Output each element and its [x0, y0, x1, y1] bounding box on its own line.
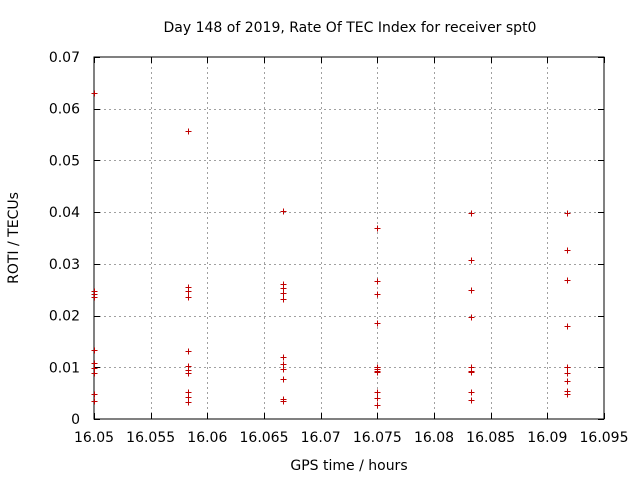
data-point [468, 369, 475, 376]
data-point [185, 128, 192, 135]
y-tick-label: 0 [71, 412, 80, 428]
data-point [91, 294, 98, 301]
data-point [468, 210, 475, 217]
data-point [564, 210, 571, 217]
y-tick-label: 0.04 [49, 205, 80, 221]
y-tick-label: 0.02 [49, 309, 80, 325]
x-tick-label: 16.06 [187, 430, 227, 446]
data-point [468, 257, 475, 264]
data-point [564, 391, 571, 398]
data-point [468, 314, 475, 321]
data-point [280, 296, 287, 303]
data-point [280, 354, 287, 361]
data-point [564, 378, 571, 385]
data-point [374, 225, 381, 232]
y-tick-label: 0.05 [49, 153, 80, 169]
data-point [280, 290, 287, 297]
chart-title: Day 148 of 2019, Rate Of TEC Index for r… [164, 20, 537, 36]
x-axis-tick-labels: 16.05 16.055 16.06 16.065 16.07 16.075 16.08 16… [74, 430, 629, 446]
x-tick-label: 16.09 [527, 430, 567, 446]
data-point [374, 278, 381, 285]
data-point [280, 208, 287, 215]
x-tick-label: 16.05 [74, 430, 114, 446]
y-axis-tick-labels: 0 0.01 0.02 0.03 0.04 0.05 0.06 0.07 [49, 50, 80, 428]
x-tick-label: 16.095 [580, 430, 629, 446]
data-point [564, 370, 571, 377]
data-point [468, 389, 475, 396]
data-point [185, 399, 192, 406]
data-point [468, 287, 475, 294]
data-point [91, 391, 98, 398]
x-tick-label: 16.065 [240, 430, 289, 446]
grid-lines [94, 57, 604, 419]
data-point [564, 364, 571, 371]
data-point [374, 320, 381, 327]
x-axis-label: GPS time / hours [290, 458, 407, 474]
data-point [374, 369, 381, 376]
y-tick-label: 0.03 [49, 257, 80, 273]
data-point [91, 370, 98, 377]
data-point [91, 398, 98, 405]
x-tick-label: 16.08 [414, 430, 454, 446]
data-point [185, 348, 192, 355]
data-point [564, 247, 571, 254]
data-point [280, 366, 287, 373]
data-point [468, 397, 475, 404]
data-point [280, 376, 287, 383]
data-point [374, 389, 381, 396]
y-tick-label: 0.01 [49, 360, 80, 376]
data-point [185, 288, 192, 295]
data-point [280, 398, 287, 405]
data-point [91, 90, 98, 97]
x-tick-label: 16.055 [126, 430, 175, 446]
data-point [564, 277, 571, 284]
plot-frame [93, 56, 605, 420]
axis-ticks [94, 57, 605, 420]
data-point [564, 323, 571, 330]
data-point [374, 291, 381, 298]
y-axis-label: ROTI / TECUs [6, 192, 22, 284]
data-point [185, 370, 192, 377]
x-tick-label: 16.085 [466, 430, 515, 446]
y-tick-label: 0.06 [49, 102, 80, 118]
y-tick-label: 0.07 [49, 50, 80, 66]
data-point [374, 395, 381, 402]
data-point [185, 294, 192, 301]
data-point [374, 402, 381, 409]
x-tick-label: 16.07 [301, 430, 341, 446]
data-point [91, 347, 98, 354]
data-points [91, 90, 571, 409]
x-tick-label: 16.075 [353, 430, 402, 446]
